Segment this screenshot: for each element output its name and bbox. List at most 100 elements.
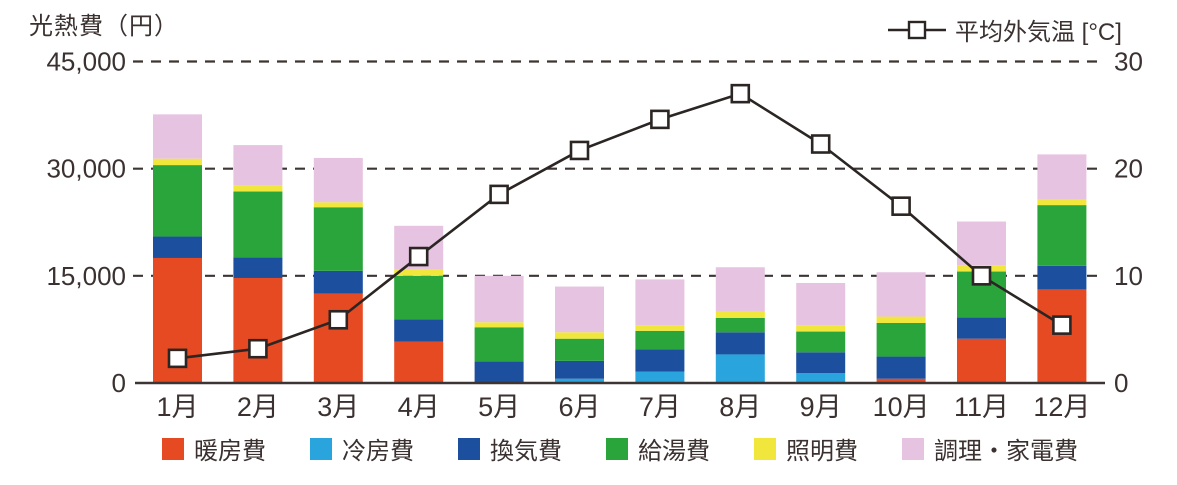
bar-segment-ventilation-3月 xyxy=(313,270,363,294)
legend-item-lighting: 照明費 xyxy=(754,431,858,466)
bar-segment-lighting-2月 xyxy=(233,185,283,192)
bar-segment-ventilation-4月 xyxy=(394,319,444,342)
x-axis-label-7月: 7月 xyxy=(639,392,681,422)
bar-segment-appliances-2月 xyxy=(233,145,283,186)
x-axis-label-6月: 6月 xyxy=(558,392,600,422)
right-axis-tick-20: 20 xyxy=(1114,154,1143,184)
legend-item-ventilation: 換気費 xyxy=(458,431,562,466)
legend-label-ventilation: 換気費 xyxy=(490,438,562,465)
legend-label-cooling: 冷房費 xyxy=(342,438,414,465)
bar-segment-hot_water-2月 xyxy=(233,191,283,258)
legend-swatch-cooling xyxy=(310,437,332,460)
legend-label-lighting: 照明費 xyxy=(786,438,858,465)
legend-item-hot_water: 給湯費 xyxy=(606,431,710,466)
bar-segment-lighting-6月 xyxy=(555,332,604,339)
bar-segment-ventilation-10月 xyxy=(876,356,926,379)
temperature-marker-4月 xyxy=(408,246,429,267)
bar-segment-appliances-5月 xyxy=(474,275,524,323)
bar-segment-appliances-10月 xyxy=(876,272,926,317)
bar-segment-appliances-6月 xyxy=(555,286,604,333)
bar-segment-lighting-5月 xyxy=(474,322,524,328)
temperature-marker-8月 xyxy=(730,83,751,104)
bar-segment-lighting-1月 xyxy=(153,158,202,166)
bar-segment-cooling-7月 xyxy=(635,371,685,383)
bar-segment-hot_water-7月 xyxy=(635,330,685,350)
x-axis-label-4月: 4月 xyxy=(398,392,440,422)
bar-segment-appliances-9月 xyxy=(796,282,846,326)
bar-segment-appliances-12月 xyxy=(1037,154,1087,200)
bar-segment-appliances-11月 xyxy=(957,221,1006,266)
temperature-line xyxy=(177,92,1063,360)
bar-segment-appliances-7月 xyxy=(635,279,685,326)
bar-segment-ventilation-1月 xyxy=(153,236,202,258)
bar-segment-cooling-9月 xyxy=(796,372,846,383)
left-axis-tick-30000: 30,000 xyxy=(46,154,126,184)
left-axis-tick-15000: 15,000 xyxy=(46,261,126,291)
bar-segment-lighting-9月 xyxy=(796,325,846,332)
x-axis-label-2月: 2月 xyxy=(237,392,279,422)
legend-item-appliances: 調理・家電費 xyxy=(902,431,1078,466)
temperature-marker-1月 xyxy=(167,348,188,369)
legend-swatch-hot_water xyxy=(606,437,628,460)
bar-segment-heating-10月 xyxy=(876,378,926,383)
temperature-marker-2月 xyxy=(248,338,268,359)
temperature-legend-label: 平均外気温 [°C] xyxy=(955,19,1122,46)
bar-segment-ventilation-12月 xyxy=(1037,265,1087,290)
open-square-marker-icon xyxy=(888,20,946,39)
left-axis-tick-45000: 45,000 xyxy=(46,47,126,77)
legend-swatch-appliances xyxy=(902,437,924,460)
legend-item-cooling: 冷房費 xyxy=(310,431,414,466)
legend-item-heating: 暖房費 xyxy=(162,431,266,466)
temperature-marker-7月 xyxy=(650,109,670,130)
bar-segment-hot_water-4月 xyxy=(394,275,444,320)
bar-segment-hot_water-6月 xyxy=(555,338,604,361)
x-axis-label-9月: 9月 xyxy=(800,392,842,422)
legend-label-appliances: 調理・家電費 xyxy=(934,438,1078,465)
temperature-marker-11月 xyxy=(971,266,992,286)
temperature-marker-6月 xyxy=(569,140,590,161)
bar-segment-hot_water-10月 xyxy=(876,322,926,357)
bar-segment-appliances-3月 xyxy=(313,157,363,203)
bar-segment-lighting-7月 xyxy=(635,325,685,331)
bar-segment-lighting-12月 xyxy=(1037,199,1087,206)
legend-label-hot_water: 給湯費 xyxy=(638,438,710,465)
bar-segment-lighting-8月 xyxy=(715,311,765,318)
bar-segment-cooling-8月 xyxy=(715,354,765,383)
bar-segment-ventilation-2月 xyxy=(233,257,283,278)
x-axis-label-3月: 3月 xyxy=(317,392,359,422)
legend-label-heating: 暖房費 xyxy=(194,438,266,465)
bar-segment-ventilation-11月 xyxy=(957,317,1006,339)
bar-segment-heating-11月 xyxy=(957,338,1006,383)
bar-segment-ventilation-9月 xyxy=(796,352,846,373)
bar-segment-ventilation-5月 xyxy=(474,361,524,383)
bar-segment-ventilation-6月 xyxy=(555,360,604,379)
bar-segment-hot_water-9月 xyxy=(796,331,846,353)
chart-title: 光熱費（円） xyxy=(29,13,179,40)
bar-segment-hot_water-1月 xyxy=(153,165,202,237)
bar-segment-hot_water-12月 xyxy=(1037,205,1087,266)
bar-segment-appliances-1月 xyxy=(153,114,202,159)
bar-segment-heating-4月 xyxy=(394,341,444,383)
temperature-marker-12月 xyxy=(1052,315,1072,335)
legend-swatch-lighting xyxy=(754,437,776,460)
x-axis-label-10月: 10月 xyxy=(873,392,930,422)
bar-segment-ventilation-7月 xyxy=(635,349,685,372)
bar-legend: 暖房費 冷房費 換気費 給湯費 照明費 調理・家電費 xyxy=(135,431,1105,466)
bar-segment-hot_water-8月 xyxy=(715,317,765,333)
right-axis-tick-0: 0 xyxy=(1114,368,1128,398)
bar-segment-heating-12月 xyxy=(1037,289,1087,383)
temperature-marker-9月 xyxy=(810,134,831,154)
right-axis-tick-10: 10 xyxy=(1114,261,1143,291)
left-axis-tick-0: 0 xyxy=(112,368,126,398)
bar-segment-hot_water-3月 xyxy=(313,207,363,271)
bar-segment-cooling-6月 xyxy=(555,378,604,383)
bar-segment-lighting-3月 xyxy=(313,202,363,208)
bar-segment-ventilation-8月 xyxy=(715,332,765,355)
x-axis-label-12月: 12月 xyxy=(1033,392,1090,422)
legend-swatch-ventilation xyxy=(458,437,480,460)
bar-segment-lighting-4月 xyxy=(394,269,444,276)
legend-swatch-heating xyxy=(162,437,184,460)
temperature-marker-5月 xyxy=(489,184,509,205)
